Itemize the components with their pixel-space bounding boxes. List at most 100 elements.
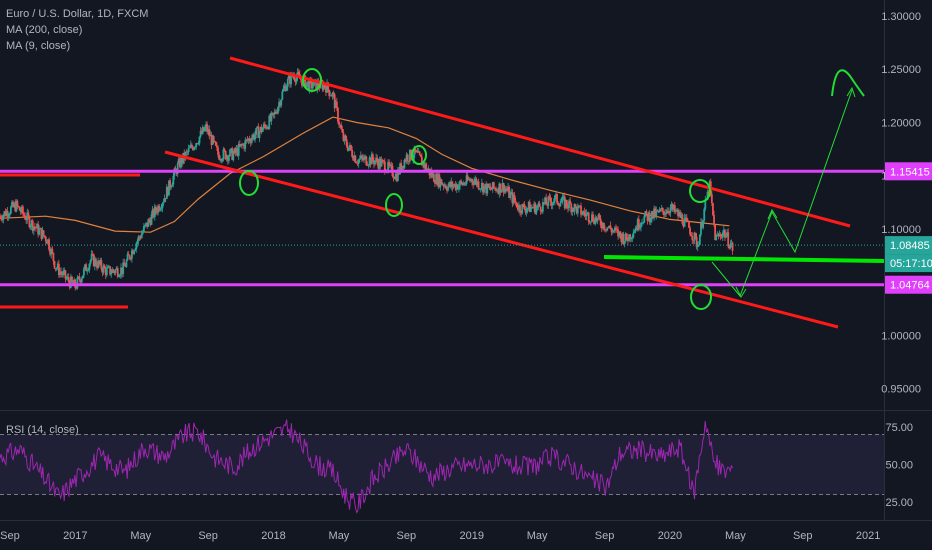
candle-body xyxy=(701,222,703,228)
rsi-tick-label: 75.00 xyxy=(885,422,913,434)
candle-body xyxy=(192,147,194,150)
candle-body xyxy=(500,189,503,193)
candle-body xyxy=(290,73,292,85)
candle-body xyxy=(111,269,114,273)
candle-body xyxy=(641,222,643,224)
candle-body xyxy=(482,183,484,193)
candle-body xyxy=(19,210,22,213)
candle-body xyxy=(322,84,325,90)
candle-body xyxy=(416,150,419,153)
candle-body xyxy=(161,203,164,209)
candle-body xyxy=(355,162,358,164)
candle-body xyxy=(664,213,666,215)
candle-body xyxy=(233,148,236,154)
rsi-legend[interactable]: RSI (14, close) xyxy=(6,424,79,436)
candle-body xyxy=(410,149,412,160)
time-tick-label: May xyxy=(725,530,746,542)
candle-body xyxy=(140,233,143,239)
candle-body xyxy=(686,220,689,222)
candle-body xyxy=(49,249,52,255)
candle-body xyxy=(461,182,464,186)
candle-body xyxy=(452,185,455,188)
candle-body xyxy=(11,201,13,207)
candle-body xyxy=(12,201,14,207)
candle-body xyxy=(45,241,48,244)
candle-body xyxy=(580,205,582,215)
candle-body xyxy=(488,186,491,188)
candle-body xyxy=(61,273,64,276)
candle-body xyxy=(317,81,320,88)
candle-body xyxy=(304,75,307,89)
candle-body xyxy=(719,234,722,237)
candle-body xyxy=(186,151,189,153)
candle-body xyxy=(513,195,516,201)
candle-body xyxy=(114,269,117,274)
candle-body xyxy=(375,157,377,162)
candle-body xyxy=(328,89,331,96)
candle-body xyxy=(703,208,706,221)
candle-body xyxy=(53,261,56,269)
ma9-legend[interactable]: MA (9, close) xyxy=(6,40,71,52)
candle-body xyxy=(556,193,558,204)
candle-body xyxy=(504,188,507,190)
candle-body xyxy=(630,237,633,240)
candle-body xyxy=(509,192,512,198)
candle-body xyxy=(232,153,235,160)
candle-body xyxy=(247,138,250,141)
time-tick-label: May xyxy=(527,530,548,542)
candle-body xyxy=(32,226,35,231)
candle-body xyxy=(400,163,403,171)
candle-body xyxy=(272,112,275,115)
candle-body xyxy=(92,254,95,267)
candle-body xyxy=(144,224,146,227)
level-lower-label: 1.04764 xyxy=(890,280,930,292)
candle-body xyxy=(563,196,566,208)
price-axis[interactable]: 1.300001.250001.200001.150001.100001.000… xyxy=(881,11,932,396)
candle-body xyxy=(156,211,158,213)
candle-body xyxy=(712,203,714,216)
candle-body xyxy=(707,191,710,196)
candle-body xyxy=(204,127,206,132)
candle-body xyxy=(78,276,81,281)
candle-body xyxy=(230,148,233,150)
candle-body xyxy=(346,145,349,151)
candle-body xyxy=(665,213,667,214)
candle-body xyxy=(662,211,665,215)
candle-body xyxy=(477,181,480,189)
candle-body xyxy=(727,232,730,247)
time-axis[interactable]: Sep 2017 May Sep 2018 May Sep 2019 May Sep 2020 May… xyxy=(0,530,880,542)
candle-body xyxy=(418,151,421,155)
candle-body xyxy=(210,134,213,145)
candle-body xyxy=(597,214,600,219)
candle-body xyxy=(107,266,109,269)
candle-body xyxy=(468,179,471,181)
candle-body xyxy=(618,231,621,237)
ma200-legend[interactable]: MA (200, close) xyxy=(6,24,83,36)
time-tick-label: 2021 xyxy=(856,530,880,542)
symbol-title[interactable]: Euro / U.S. Dollar, 1D, FXCM xyxy=(6,8,149,20)
candle-body xyxy=(40,228,43,239)
candle-body xyxy=(473,181,476,185)
candle-body xyxy=(154,206,157,212)
candle-body xyxy=(83,268,85,276)
candle-body xyxy=(536,206,539,208)
candle-body xyxy=(168,180,170,196)
candle-body xyxy=(27,212,30,217)
candle-body xyxy=(55,268,58,270)
candle-body xyxy=(88,263,91,270)
rsi-band xyxy=(0,434,884,495)
candle-body xyxy=(476,181,479,185)
arrow-head xyxy=(735,286,747,299)
candle-body xyxy=(129,258,132,260)
candle-body xyxy=(145,222,147,225)
candle-body xyxy=(193,147,195,150)
candle-body xyxy=(629,234,631,240)
candle-body xyxy=(507,186,509,191)
candle-body xyxy=(370,154,373,165)
candle-body xyxy=(531,207,533,208)
candle-body xyxy=(43,235,46,237)
candle-body xyxy=(344,135,347,140)
candle-body xyxy=(448,182,451,187)
channel-lower xyxy=(164,150,839,329)
